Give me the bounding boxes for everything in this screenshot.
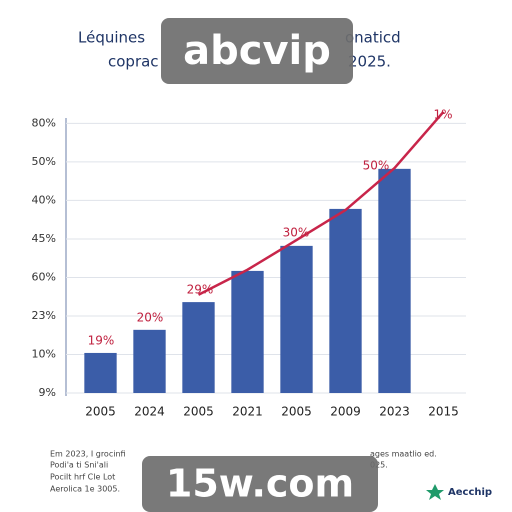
footnote: Podi'a ti Sni'ali xyxy=(50,461,108,470)
x-tick-label: 2024 xyxy=(134,405,165,419)
title-part: 2025. xyxy=(348,53,391,71)
title-part: coprac xyxy=(108,53,159,71)
bar xyxy=(133,329,166,393)
x-tick-label: 2005 xyxy=(183,405,214,419)
watermark-box xyxy=(142,456,378,512)
watermark-box xyxy=(161,18,353,84)
data-label: 50% xyxy=(363,159,390,173)
bar xyxy=(84,352,117,393)
watermark: abcvip xyxy=(183,28,331,74)
bar xyxy=(329,208,362,393)
x-tick-label: 2021 xyxy=(232,405,263,419)
bar xyxy=(231,270,264,393)
bar xyxy=(378,168,411,393)
bar xyxy=(280,245,313,393)
title-part: onaticd xyxy=(345,29,401,47)
x-tick-label: 2005 xyxy=(281,405,312,419)
data-label: 30% xyxy=(283,226,310,240)
footnote: Aerolica 1e 3005. xyxy=(50,485,120,494)
y-tick-label: 9% xyxy=(39,386,56,399)
data-label: 29% xyxy=(187,283,214,297)
logo-icon xyxy=(426,484,444,500)
data-label: 1% xyxy=(433,108,452,122)
x-tick-label: 2009 xyxy=(330,405,361,419)
x-tick-label: 2015 xyxy=(428,405,459,419)
data-label: 20% xyxy=(137,311,164,325)
data-label: 19% xyxy=(88,334,115,348)
y-tick-label: 45% xyxy=(32,232,56,245)
y-tick-label: 80% xyxy=(32,116,56,129)
y-tick-label: 23% xyxy=(32,309,56,322)
x-tick-label: 2023 xyxy=(379,405,410,419)
footnote: Em 2023, I grocinfi xyxy=(50,450,126,459)
logo: Aecchip xyxy=(448,487,492,498)
footnote: Pocilt hrf Cle Lot xyxy=(50,473,115,482)
y-tick-label: 40% xyxy=(32,193,56,206)
footnote: 025. xyxy=(370,461,388,470)
line xyxy=(197,111,445,296)
watermark: 15w.com xyxy=(166,462,354,506)
title-part: Léquines xyxy=(78,29,145,47)
bar xyxy=(182,302,215,393)
y-tick-label: 60% xyxy=(32,270,56,283)
footnote: ages maatlio ed. xyxy=(370,450,437,459)
y-tick-label: 50% xyxy=(32,155,56,168)
y-tick-label: 10% xyxy=(32,347,56,360)
x-tick-label: 2005 xyxy=(85,405,116,419)
